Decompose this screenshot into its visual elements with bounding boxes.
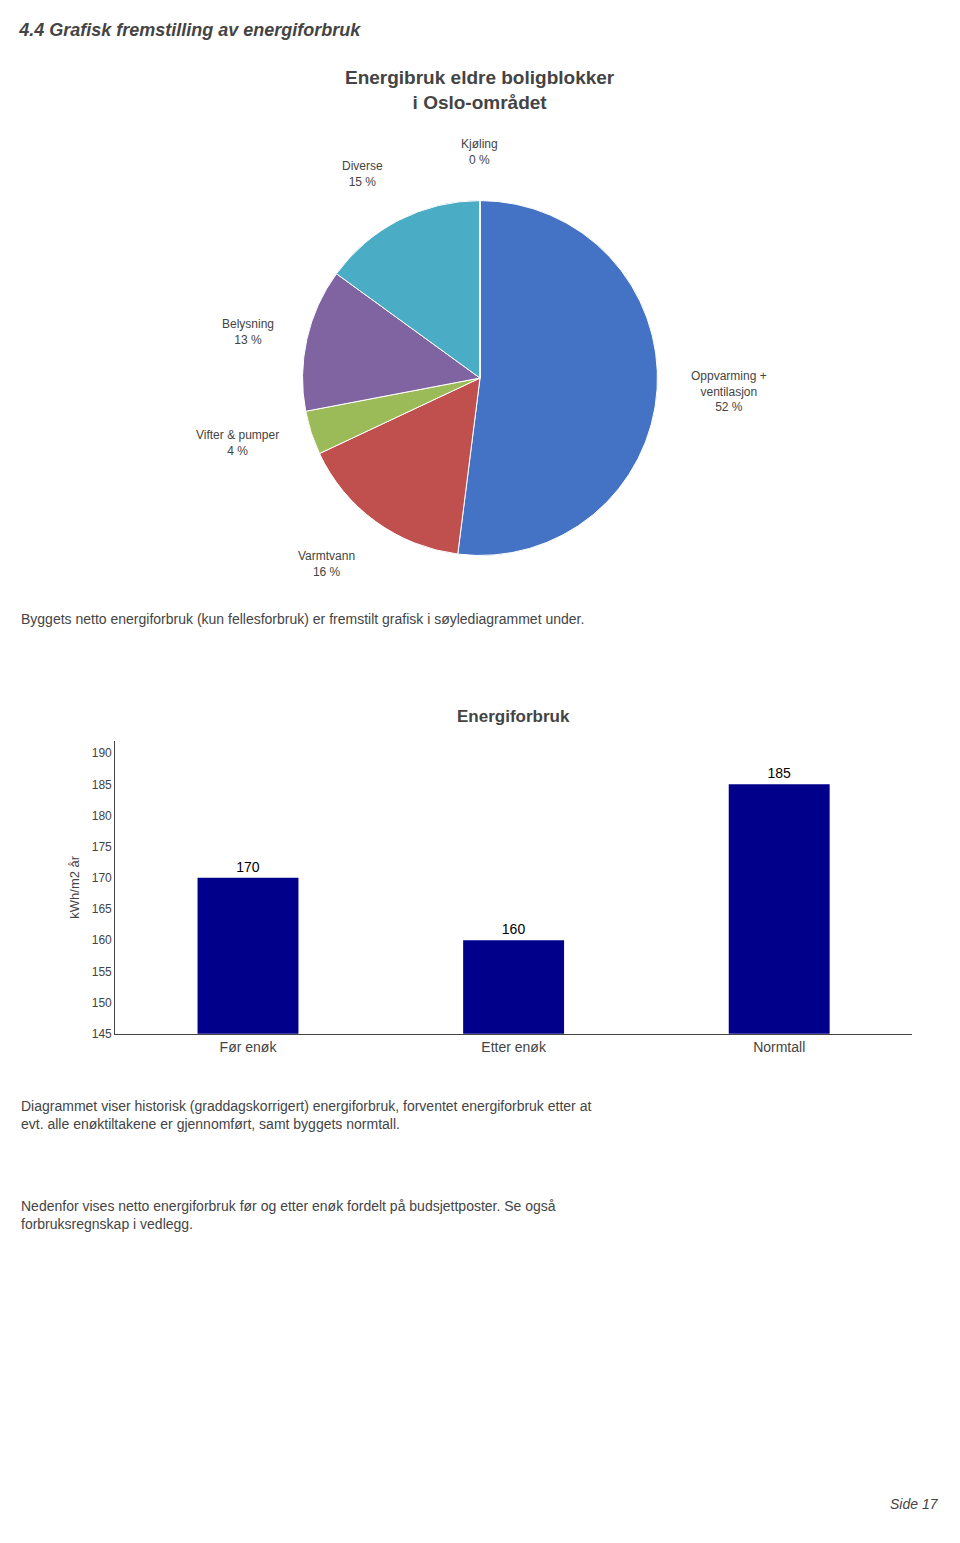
svg-text:Energiforbruk: Energiforbruk [457, 707, 570, 726]
svg-text:165: 165 [92, 902, 112, 916]
svg-text:Oppvarming +ventilasjon52 %: Oppvarming +ventilasjon52 % [691, 369, 767, 414]
svg-text:Vifter & pumper4 %: Vifter & pumper4 % [196, 428, 279, 458]
svg-text:160: 160 [92, 933, 112, 947]
svg-text:Før enøk: Før enøk [220, 1039, 278, 1055]
svg-text:185: 185 [767, 765, 791, 781]
svg-text:Side 17: Side 17 [890, 1496, 939, 1512]
svg-text:4.4 Grafisk fremstilling av en: 4.4 Grafisk fremstilling av energiforbru… [18, 20, 361, 40]
svg-text:160: 160 [502, 921, 526, 937]
svg-text:kWh/m2 år: kWh/m2 år [67, 855, 82, 919]
svg-text:155: 155 [92, 965, 112, 979]
svg-text:150: 150 [92, 996, 112, 1010]
svg-text:Nedenfor vises netto energifor: Nedenfor vises netto energiforbruk før o… [21, 1198, 556, 1232]
svg-text:185: 185 [92, 778, 112, 792]
svg-text:170: 170 [92, 871, 112, 885]
svg-text:Diverse15 %: Diverse15 % [342, 159, 383, 189]
svg-text:Diagrammet viser historisk (gr: Diagrammet viser historisk (graddagskorr… [21, 1098, 591, 1132]
svg-text:170: 170 [236, 859, 260, 875]
svg-text:Energibruk eldre boligblokkeri: Energibruk eldre boligblokkeri Oslo-områ… [345, 67, 615, 113]
svg-text:190: 190 [92, 746, 112, 760]
svg-text:Varmtvann16 %: Varmtvann16 % [298, 549, 355, 579]
svg-text:Etter enøk: Etter enøk [481, 1039, 547, 1055]
svg-text:Byggets netto energiforbruk (k: Byggets netto energiforbruk (kun fellesf… [21, 611, 584, 627]
svg-text:Kjøling0 %: Kjøling0 % [461, 137, 498, 167]
svg-text:Normtall: Normtall [753, 1039, 805, 1055]
svg-text:Belysning13 %: Belysning13 % [222, 317, 274, 347]
svg-text:175: 175 [92, 840, 112, 854]
svg-text:180: 180 [92, 809, 112, 823]
svg-text:145: 145 [92, 1027, 112, 1041]
